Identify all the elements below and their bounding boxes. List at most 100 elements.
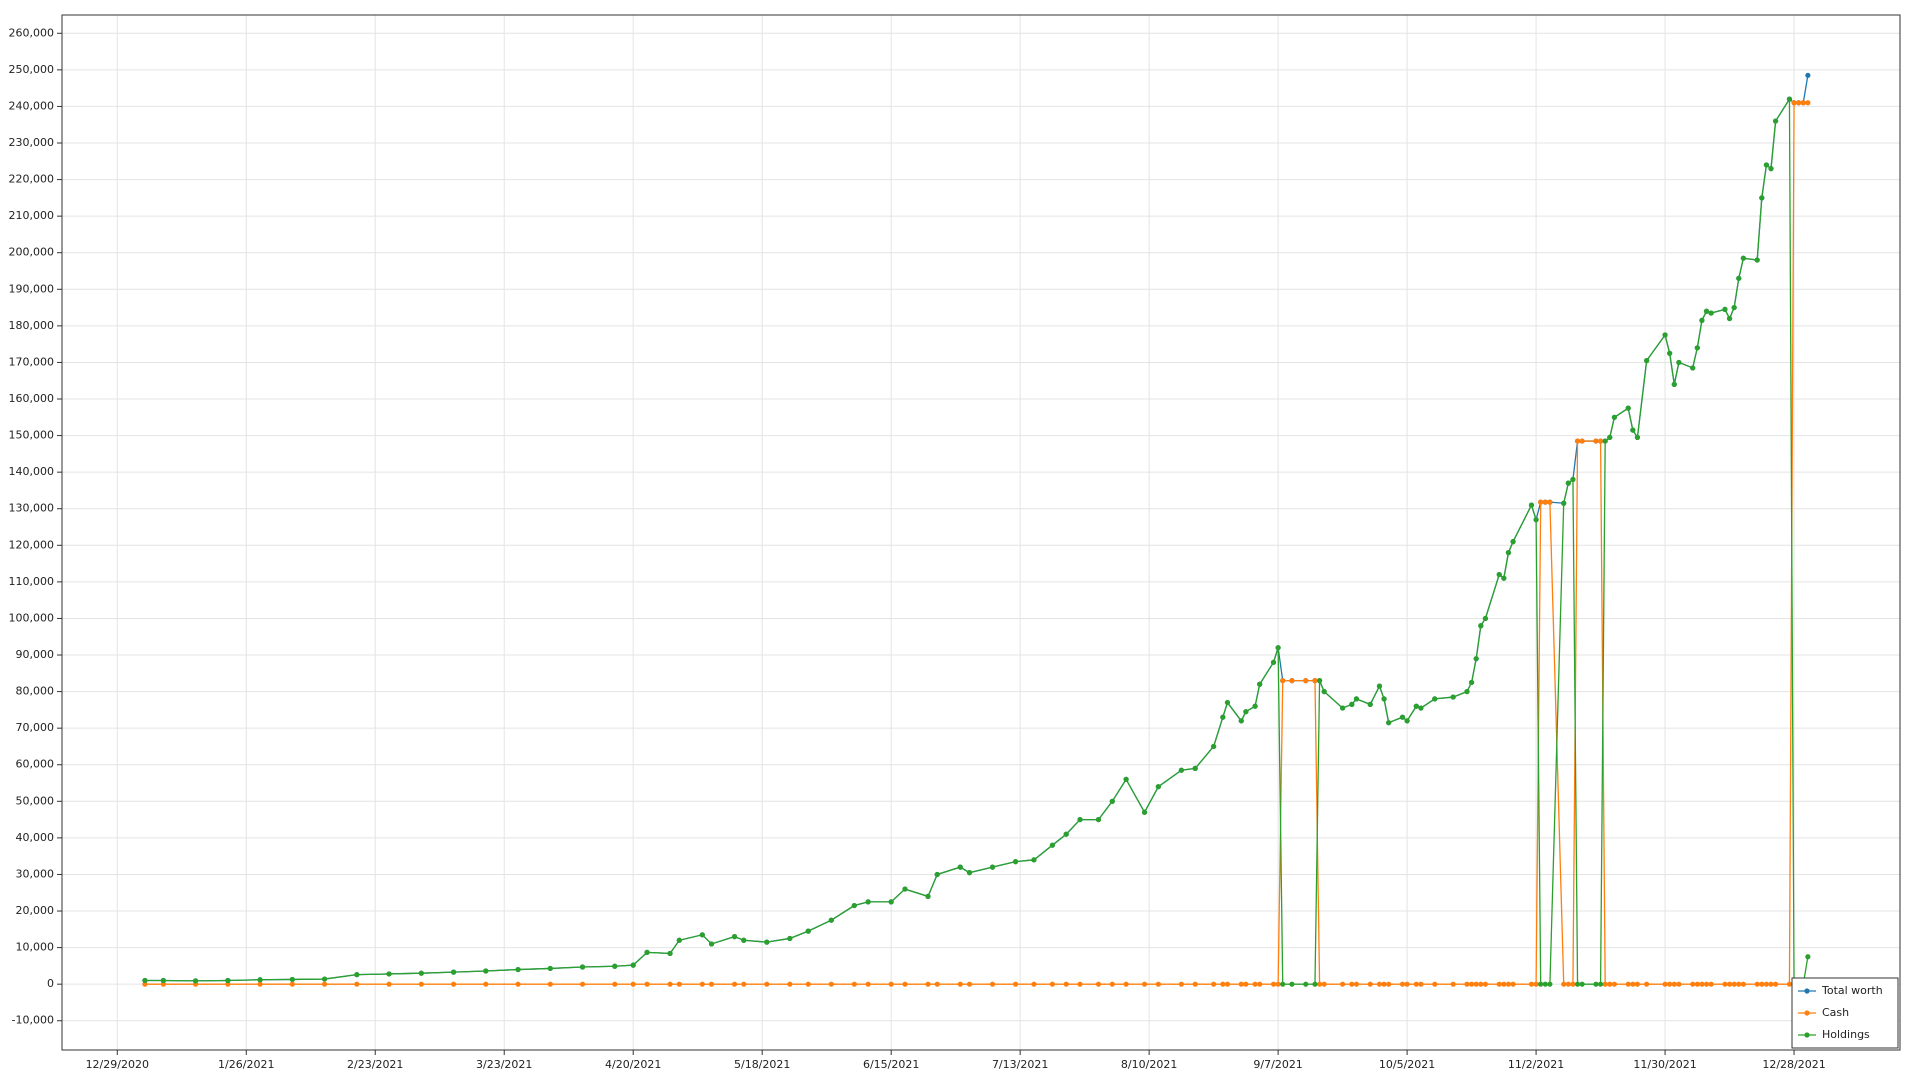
data-point (1211, 981, 1217, 987)
data-point (1012, 981, 1019, 987)
data-point (925, 981, 931, 987)
data-point (1224, 699, 1231, 706)
data-point (1786, 96, 1793, 102)
data-point (160, 977, 166, 984)
data-point (630, 981, 636, 987)
data-point (1773, 981, 1779, 987)
data-point (1763, 981, 1770, 987)
data-point (1432, 696, 1438, 702)
data-point (1611, 414, 1617, 420)
data-point (1667, 350, 1673, 356)
data-point (1399, 981, 1406, 987)
data-point (1340, 981, 1346, 987)
data-point (1574, 981, 1581, 987)
data-point (1031, 981, 1037, 987)
data-point (957, 864, 963, 870)
data-point (1625, 981, 1631, 987)
data-point (1796, 100, 1802, 106)
data-point (1312, 678, 1318, 684)
data-point (1547, 499, 1553, 505)
y-tick-label: 90,000 (16, 648, 55, 661)
data-point (1049, 981, 1056, 987)
data-point (1726, 315, 1733, 322)
data-point (483, 981, 489, 987)
data-point (1211, 743, 1217, 750)
data-point (1763, 162, 1770, 168)
data-point (1800, 100, 1806, 106)
data-point (1773, 118, 1779, 124)
data-point (1289, 678, 1295, 684)
data-point (1505, 550, 1512, 556)
legend-label: Cash (1822, 1006, 1849, 1019)
data-point (1432, 981, 1438, 987)
data-point (1404, 981, 1410, 987)
data-point (1386, 981, 1392, 987)
data-point (1634, 981, 1641, 987)
x-tick-label: 2/23/2021 (347, 1058, 403, 1071)
data-point (1321, 688, 1327, 695)
legend-marker (1804, 1010, 1810, 1016)
data-point (1740, 255, 1746, 261)
series (142, 100, 1811, 987)
data-point (1736, 981, 1742, 987)
legend-label: Holdings (1822, 1028, 1870, 1041)
data-point (1630, 427, 1636, 433)
data-point (1602, 981, 1608, 987)
y-tick-label: 210,000 (9, 209, 55, 222)
y-tick-label: 130,000 (9, 502, 55, 515)
data-point (1731, 304, 1737, 311)
data-point (1791, 100, 1797, 106)
data-point (1510, 981, 1516, 987)
data-point (257, 977, 263, 983)
data-point (1667, 981, 1673, 987)
data-point (630, 962, 636, 968)
data-point (1321, 981, 1327, 987)
data-point (418, 970, 424, 976)
y-tick-label: 190,000 (9, 282, 55, 295)
data-point (1644, 981, 1650, 987)
y-tick-label: 50,000 (16, 794, 55, 807)
data-point (731, 934, 738, 940)
data-point (699, 932, 705, 938)
data-point (1049, 842, 1056, 848)
data-point (1141, 809, 1148, 815)
data-point (1123, 981, 1129, 987)
data-point (1404, 718, 1410, 724)
data-point (1257, 981, 1263, 987)
data-point (547, 965, 553, 972)
data-point (1607, 434, 1613, 441)
data-point (1805, 72, 1811, 78)
data-point (1754, 981, 1760, 987)
data-point (1736, 275, 1742, 281)
data-point (1192, 981, 1198, 987)
data-point (1671, 381, 1677, 387)
data-point (902, 886, 908, 892)
data-point (1275, 645, 1281, 651)
data-point (1690, 981, 1696, 987)
y-tick-label: 220,000 (9, 173, 55, 186)
data-point (1542, 981, 1548, 987)
data-point (1303, 981, 1309, 987)
data-point (1579, 438, 1585, 444)
data-point (1270, 981, 1277, 987)
x-tick-label: 4/20/2021 (605, 1058, 661, 1071)
data-point (1220, 981, 1226, 987)
data-point (1662, 981, 1668, 987)
data-point (989, 864, 996, 870)
data-point (1340, 705, 1346, 711)
data-point (1413, 981, 1419, 987)
data-point (1063, 831, 1069, 837)
data-point (1547, 981, 1553, 987)
y-tick-label: 70,000 (16, 721, 55, 734)
x-tick-label: 7/13/2021 (992, 1058, 1048, 1071)
data-point (1095, 981, 1102, 987)
data-point (644, 949, 650, 955)
x-tick-label: 8/10/2021 (1121, 1058, 1177, 1071)
data-point (966, 981, 973, 987)
data-point (1505, 981, 1512, 987)
data-point (515, 981, 521, 987)
data-point (1386, 720, 1392, 726)
data-point (1482, 981, 1489, 987)
y-tick-label: 10,000 (16, 941, 55, 954)
